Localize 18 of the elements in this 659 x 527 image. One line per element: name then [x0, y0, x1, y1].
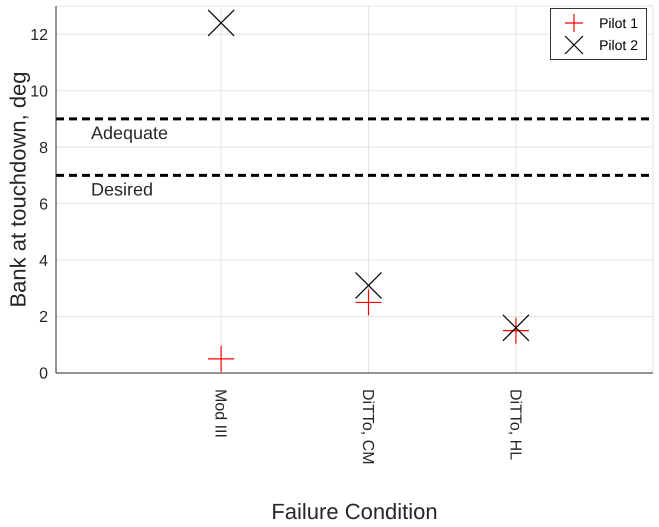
x-axis-title: Failure Condition	[271, 499, 438, 524]
y-tick-label: 2	[39, 309, 48, 326]
y-tick-label: 6	[39, 196, 48, 214]
y-tick-label: 0	[39, 366, 48, 383]
ref-line-label: Adequate	[91, 122, 168, 143]
y-axis-title: Bank at touchdown, deg	[6, 71, 31, 308]
y-tick-label: 8	[39, 140, 48, 157]
x-tick-label: DiTTo, HL	[506, 389, 524, 460]
y-tick-label: 10	[30, 83, 48, 100]
y-tick-label: 4	[39, 252, 48, 270]
x-tick-label: DiTTo, CM	[358, 389, 376, 465]
legend-label: Pilot 2	[599, 37, 638, 53]
point	[354, 272, 382, 300]
point	[207, 9, 235, 37]
legend-label: Pilot 1	[599, 15, 638, 31]
ref-line-label: Desired	[91, 179, 154, 200]
x-tick-label: Mod III	[211, 389, 228, 438]
y-tick-label: 12	[30, 26, 48, 44]
